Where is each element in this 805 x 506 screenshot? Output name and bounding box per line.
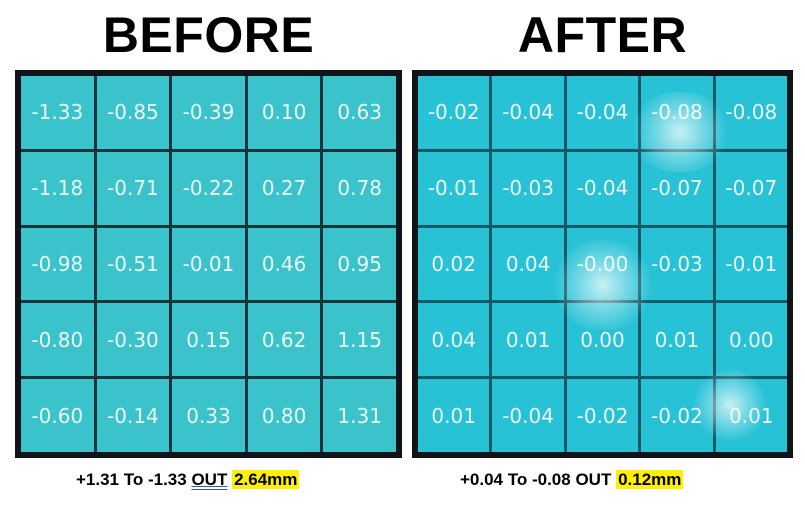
mesh-cell: -0.30 <box>96 303 170 377</box>
mesh-cell: -0.04 <box>492 76 564 149</box>
mesh-cell: -1.33 <box>21 76 94 149</box>
mesh-cell: -0.03 <box>641 227 713 301</box>
mesh-cell: 0.01 <box>418 379 490 452</box>
mesh-cell: -0.01 <box>172 227 245 301</box>
mesh-cell: 0.80 <box>247 379 321 452</box>
mesh-cell: 0.00 <box>566 303 639 377</box>
mesh-cell: 0.33 <box>172 379 245 452</box>
mesh-cell: 0.46 <box>247 227 321 301</box>
after-range: +0.04 To -0.08 <box>460 470 571 489</box>
mesh-cell: 0.95 <box>323 227 396 301</box>
mesh-cell: -0.04 <box>566 151 639 225</box>
mesh-cell: -0.00 <box>566 227 639 301</box>
mesh-cell: -0.51 <box>96 227 170 301</box>
mesh-cell: 0.01 <box>641 303 713 377</box>
mesh-cell: -0.22 <box>172 151 245 225</box>
mesh-cell: 0.02 <box>418 227 490 301</box>
mesh-cell: 0.15 <box>172 303 245 377</box>
before-out-label: OUT <box>191 470 228 489</box>
after-out-label: OUT <box>575 470 612 489</box>
after-mesh-screen: -0.02 -0.04 -0.04 -0.08 -0.08 -0.01 -0.0… <box>412 70 793 458</box>
mesh-cell: 1.15 <box>323 303 396 377</box>
mesh-cell: -0.80 <box>21 303 94 377</box>
mesh-cell: 0.00 <box>715 303 787 377</box>
mesh-cell: -0.60 <box>21 379 94 452</box>
mesh-cell: -1.18 <box>21 151 94 225</box>
mesh-cell: -0.01 <box>715 227 787 301</box>
mesh-cell: 0.27 <box>247 151 321 225</box>
mesh-cell: -0.02 <box>418 76 490 149</box>
mesh-cell: -0.85 <box>96 76 170 149</box>
after-mesh-grid: -0.02 -0.04 -0.04 -0.08 -0.08 -0.01 -0.0… <box>418 76 787 452</box>
mesh-cell: -0.07 <box>715 151 787 225</box>
mesh-cell: -0.02 <box>566 379 639 452</box>
mesh-cell: -0.08 <box>715 76 787 149</box>
mesh-cell: 0.01 <box>715 379 787 452</box>
before-mesh-grid: -1.33 -0.85 -0.39 0.10 0.63 -1.18 -0.71 … <box>21 76 396 452</box>
before-mesh-screen: -1.33 -0.85 -0.39 0.10 0.63 -1.18 -0.71 … <box>15 70 402 458</box>
mesh-cell: 1.31 <box>323 379 396 452</box>
mesh-cell: -0.08 <box>641 76 713 149</box>
mesh-cell: 0.04 <box>492 227 564 301</box>
before-out-value: 2.64mm <box>232 470 300 489</box>
mesh-cell: 0.10 <box>247 76 321 149</box>
mesh-cell: 0.78 <box>323 151 396 225</box>
after-caption: +0.04 To -0.08 OUT 0.12mm <box>460 470 684 490</box>
mesh-cell: -0.98 <box>21 227 94 301</box>
mesh-cell: 0.04 <box>418 303 490 377</box>
mesh-cell: 0.01 <box>492 303 564 377</box>
mesh-cell: -0.71 <box>96 151 170 225</box>
mesh-cell: -0.39 <box>172 76 245 149</box>
before-range: +1.31 To -1.33 <box>76 470 187 489</box>
mesh-cell: -0.14 <box>96 379 170 452</box>
mesh-cell: 0.63 <box>323 76 396 149</box>
mesh-cell: -0.04 <box>566 76 639 149</box>
after-out-value: 0.12mm <box>616 470 684 489</box>
before-caption: +1.31 To -1.33 OUT 2.64mm <box>76 470 300 490</box>
mesh-cell: -0.04 <box>492 379 564 452</box>
mesh-cell: -0.03 <box>492 151 564 225</box>
mesh-cell: -0.01 <box>418 151 490 225</box>
mesh-cell: -0.07 <box>641 151 713 225</box>
mesh-cell: -0.02 <box>641 379 713 452</box>
before-title: BEFORE <box>102 7 315 63</box>
after-title: AFTER <box>517 7 688 63</box>
mesh-cell: 0.62 <box>247 303 321 377</box>
